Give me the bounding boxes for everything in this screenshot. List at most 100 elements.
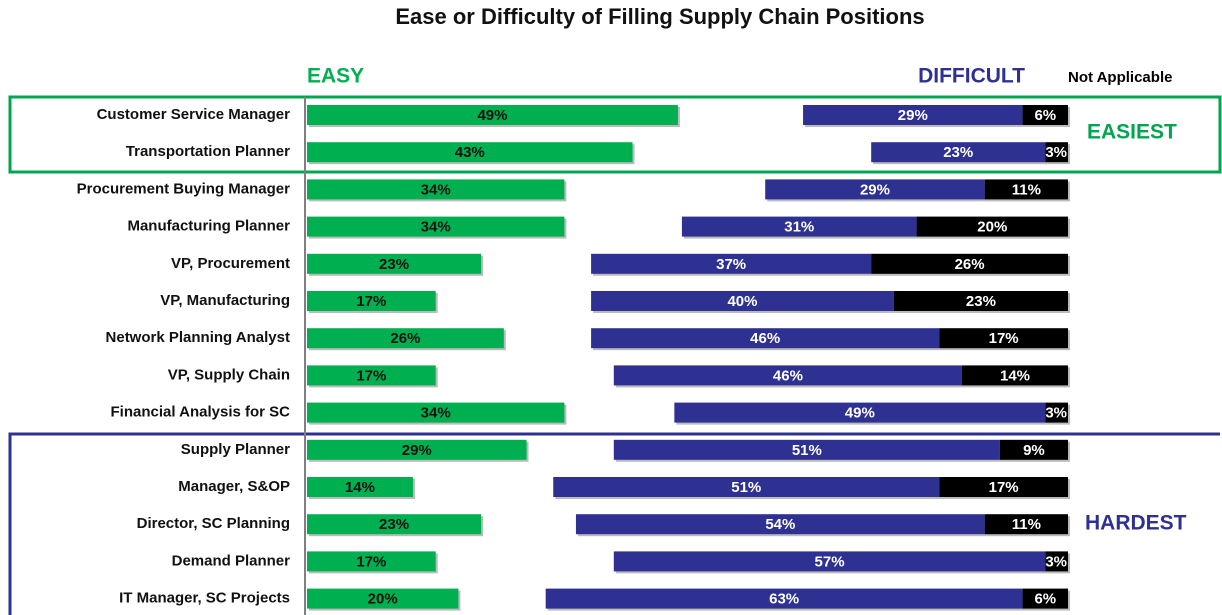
value-label: 6% xyxy=(1034,107,1056,124)
value-label: 26% xyxy=(955,256,985,273)
value-label: 63% xyxy=(769,591,799,608)
chart-title: Ease or Difficulty of Filling Supply Cha… xyxy=(395,4,924,29)
value-label: 17% xyxy=(989,330,1019,347)
bar xyxy=(674,402,1046,423)
value-label: 34% xyxy=(421,181,451,198)
value-label: 9% xyxy=(1023,442,1045,459)
category-label: Financial Analysis for SC xyxy=(111,404,291,421)
bar xyxy=(545,588,1023,609)
bar xyxy=(307,328,504,349)
value-label: 23% xyxy=(966,293,996,310)
series-header: EASY xyxy=(307,65,364,88)
bar xyxy=(591,328,940,349)
bar xyxy=(984,514,1068,535)
category-label: Manager, S&OP xyxy=(178,478,290,495)
bar xyxy=(613,551,1046,572)
value-label: 49% xyxy=(477,107,507,124)
series-header: Not Applicable xyxy=(1068,69,1172,86)
value-label: 29% xyxy=(898,107,928,124)
bar xyxy=(575,514,985,535)
value-label: 20% xyxy=(368,591,398,608)
value-label: 31% xyxy=(784,219,814,236)
value-label: 17% xyxy=(356,553,386,570)
value-label: 3% xyxy=(1045,405,1067,422)
bar xyxy=(591,291,894,311)
category-label: Director, SC Planning xyxy=(137,515,290,532)
category-label: IT Manager, SC Projects xyxy=(119,590,290,607)
bar xyxy=(871,142,1046,163)
hardest-box xyxy=(8,432,1220,615)
value-label: 46% xyxy=(750,330,780,347)
bar xyxy=(553,477,940,497)
annotation: HARDEST xyxy=(1085,512,1187,535)
value-label: 23% xyxy=(379,256,409,273)
category-label: VP, Manufacturing xyxy=(160,292,290,309)
easiest-box xyxy=(8,95,1222,174)
value-label: 23% xyxy=(943,144,973,161)
value-label: 49% xyxy=(845,405,875,422)
bar xyxy=(871,253,1068,274)
bar xyxy=(307,179,565,200)
bar xyxy=(307,514,482,535)
value-label: 43% xyxy=(455,144,485,161)
bar xyxy=(765,179,985,200)
bar xyxy=(307,402,565,423)
bar xyxy=(916,216,1068,237)
value-label: 11% xyxy=(1012,181,1041,198)
bar xyxy=(1022,105,1068,125)
value-label: 26% xyxy=(390,330,420,347)
bar xyxy=(591,253,872,274)
category-label: Network Planning Analyst xyxy=(106,329,290,346)
bar xyxy=(307,253,482,274)
value-label: 29% xyxy=(860,181,890,198)
value-label: 29% xyxy=(402,442,432,459)
value-label: 46% xyxy=(773,367,803,384)
bar xyxy=(1022,588,1068,609)
category-label: Procurement Buying Manager xyxy=(77,180,291,197)
bar xyxy=(984,179,1068,200)
bar xyxy=(1045,551,1068,572)
category-label: Manufacturing Planner xyxy=(127,218,290,235)
bar xyxy=(939,477,1068,497)
value-label: 17% xyxy=(356,293,386,310)
value-label: 6% xyxy=(1034,591,1056,608)
bar xyxy=(681,216,917,237)
value-label: 11% xyxy=(1012,516,1041,533)
bar xyxy=(1045,142,1068,163)
bar xyxy=(307,365,436,386)
bar xyxy=(307,105,678,125)
value-label: 54% xyxy=(765,516,795,533)
bar xyxy=(307,216,565,237)
bar xyxy=(307,439,527,460)
bar xyxy=(307,588,459,609)
bar xyxy=(893,291,1068,311)
value-label: 51% xyxy=(731,479,761,496)
value-label: 17% xyxy=(356,367,386,384)
value-label: 34% xyxy=(421,405,451,422)
value-label: 37% xyxy=(716,256,746,273)
value-label: 34% xyxy=(421,219,451,236)
bar xyxy=(803,105,1023,125)
bar xyxy=(307,551,436,572)
value-label: 14% xyxy=(345,479,375,496)
value-label: 3% xyxy=(1045,553,1067,570)
value-label: 20% xyxy=(977,219,1007,236)
value-label: 14% xyxy=(1000,367,1030,384)
category-label: Customer Service Manager xyxy=(97,106,291,123)
bar xyxy=(307,477,413,497)
value-label: 3% xyxy=(1045,144,1067,161)
annotation: EASIEST xyxy=(1087,121,1177,144)
bar xyxy=(613,439,1000,460)
value-label: 51% xyxy=(792,442,822,459)
value-label: 17% xyxy=(989,479,1019,496)
value-label: 57% xyxy=(815,553,845,570)
category-label: Supply Planner xyxy=(181,441,290,458)
bar xyxy=(962,365,1068,386)
bar xyxy=(307,291,436,311)
value-label: 23% xyxy=(379,516,409,533)
bar xyxy=(1045,402,1068,423)
category-label: Transportation Planner xyxy=(126,143,290,160)
category-label: VP, Supply Chain xyxy=(168,366,290,383)
series-header: DIFFICULT xyxy=(918,65,1025,88)
